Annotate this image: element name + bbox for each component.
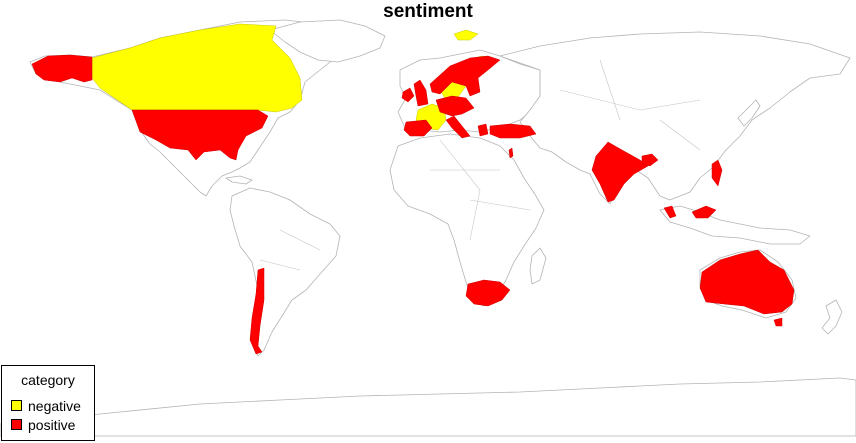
country-usa (131, 109, 269, 161)
country-bangladesh (641, 153, 659, 167)
country-greece (477, 123, 489, 137)
landmass-antarctica (0, 377, 856, 437)
legend-swatch-positive (11, 419, 22, 430)
country-united-kingdom (413, 79, 429, 107)
country-israel (508, 147, 514, 159)
landmass-south-america (229, 187, 341, 357)
country-italy (445, 115, 471, 139)
country-canada (91, 23, 303, 113)
landmass-africa (389, 133, 545, 307)
country-svalbard-region (453, 29, 479, 41)
country-malaysia (663, 205, 717, 219)
landmass-new-zealand (821, 299, 843, 335)
country-germany-central-europe (435, 95, 475, 117)
landmass-madagascar (529, 247, 547, 285)
legend: category negative positive (1, 365, 95, 441)
country-chile (249, 267, 265, 355)
country-norway-finland (429, 55, 501, 97)
border-lines (259, 59, 701, 271)
landmass-japan (737, 99, 761, 127)
legend-title: category (21, 372, 75, 388)
map-title: sentiment (383, 1, 473, 22)
country-australia-tasmania (773, 317, 783, 327)
landmass-caribbean (225, 175, 253, 185)
country-ireland (401, 87, 415, 103)
legend-swatch-negative (11, 400, 22, 411)
landmass-greenland (269, 19, 386, 63)
positive-countries (31, 54, 795, 355)
landmass-southeast-asia-islands (659, 205, 811, 245)
legend-label-negative: negative (28, 398, 81, 414)
country-turkey (489, 123, 537, 139)
country-india (591, 141, 649, 203)
landmass-asia (499, 31, 851, 205)
legend-label-positive: positive (28, 417, 76, 433)
country-south-africa (465, 279, 511, 307)
country-philippines (711, 159, 723, 187)
negative-countries (91, 23, 497, 131)
country-spain-portugal (403, 119, 433, 137)
country-usa-alaska (31, 54, 93, 83)
country-australia (699, 249, 795, 315)
